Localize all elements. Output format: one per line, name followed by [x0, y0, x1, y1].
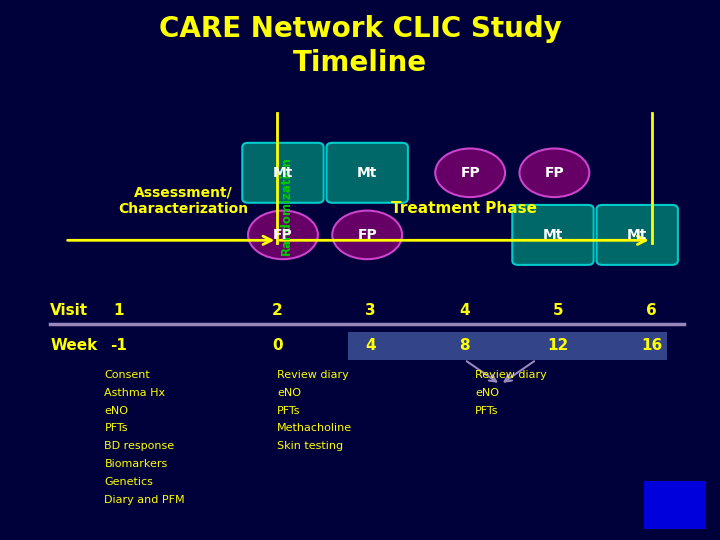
- Text: 4: 4: [366, 338, 376, 353]
- Text: 16: 16: [641, 338, 662, 353]
- FancyBboxPatch shape: [644, 481, 706, 529]
- Text: eNO: eNO: [104, 406, 128, 416]
- FancyBboxPatch shape: [327, 143, 408, 202]
- Ellipse shape: [435, 148, 505, 197]
- Ellipse shape: [520, 148, 589, 197]
- Text: Assessment/
Characterization: Assessment/ Characterization: [119, 186, 248, 216]
- Text: Asthma Hx: Asthma Hx: [104, 388, 166, 398]
- Text: Biomarkers: Biomarkers: [104, 459, 168, 469]
- FancyBboxPatch shape: [596, 205, 678, 265]
- Text: CARE Network CLIC Study
Timeline: CARE Network CLIC Study Timeline: [158, 15, 562, 77]
- Text: Week: Week: [50, 338, 98, 353]
- Text: 5: 5: [553, 303, 563, 318]
- Text: Review diary: Review diary: [475, 370, 547, 380]
- Text: BD response: BD response: [104, 441, 174, 451]
- Text: 2: 2: [272, 303, 282, 318]
- Text: FP: FP: [544, 166, 564, 180]
- Text: Randomization: Randomization: [280, 156, 293, 255]
- Ellipse shape: [332, 211, 402, 259]
- Text: Mt: Mt: [543, 228, 563, 242]
- Text: eNO: eNO: [277, 388, 301, 398]
- Text: Review diary: Review diary: [277, 370, 349, 380]
- Text: FP: FP: [273, 228, 293, 242]
- Text: Treatment Phase: Treatment Phase: [392, 201, 537, 216]
- FancyBboxPatch shape: [243, 143, 324, 202]
- Text: Visit: Visit: [50, 303, 89, 318]
- Text: PFTs: PFTs: [277, 406, 301, 416]
- Ellipse shape: [248, 211, 318, 259]
- Text: 8: 8: [459, 338, 469, 353]
- Text: Mt: Mt: [357, 166, 377, 180]
- Text: Methacholine: Methacholine: [277, 423, 352, 434]
- Text: 12: 12: [547, 338, 569, 353]
- Text: Mt: Mt: [627, 228, 647, 242]
- Text: Skin testing: Skin testing: [277, 441, 343, 451]
- Text: 3: 3: [366, 303, 376, 318]
- Text: PFTs: PFTs: [475, 406, 499, 416]
- Text: Diary and PFM: Diary and PFM: [104, 495, 185, 505]
- Text: PFTs: PFTs: [104, 423, 128, 434]
- FancyBboxPatch shape: [513, 205, 593, 265]
- Text: eNO: eNO: [475, 388, 499, 398]
- Text: 1: 1: [114, 303, 124, 318]
- Text: FP: FP: [460, 166, 480, 180]
- Text: Consent: Consent: [104, 370, 150, 380]
- FancyBboxPatch shape: [348, 332, 667, 360]
- Text: Genetics: Genetics: [104, 477, 153, 487]
- Text: -1: -1: [110, 338, 127, 353]
- Text: 4: 4: [459, 303, 469, 318]
- Text: Mt: Mt: [273, 166, 293, 180]
- Text: FP: FP: [357, 228, 377, 242]
- Text: 0: 0: [272, 338, 282, 353]
- Text: 6: 6: [647, 303, 657, 318]
